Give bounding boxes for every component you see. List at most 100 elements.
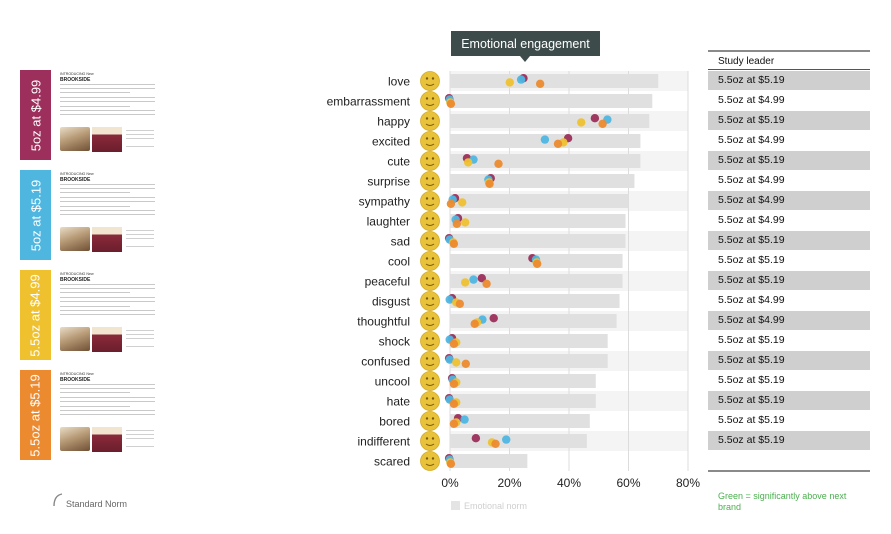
card-text-line bbox=[60, 401, 155, 402]
emoji-eye-icon bbox=[431, 117, 435, 120]
emoji-mouth-icon bbox=[425, 83, 435, 86]
data-point bbox=[446, 199, 456, 208]
category-label: disgust bbox=[372, 295, 411, 309]
emoji-eye-icon bbox=[431, 317, 435, 320]
emoji-eye-icon bbox=[425, 437, 429, 440]
product-package bbox=[92, 427, 122, 452]
card-text-line bbox=[60, 114, 155, 115]
study-leader-header: Study leader bbox=[718, 56, 775, 67]
card-text-line bbox=[60, 306, 130, 307]
card-intro: INTRODUCING New bbox=[60, 272, 94, 276]
data-point bbox=[516, 75, 526, 84]
card-side-line bbox=[126, 330, 154, 331]
card-text-line bbox=[60, 301, 155, 302]
study-leader-row: 5.5oz at $5.19 bbox=[708, 391, 870, 410]
emoji-face-icon bbox=[420, 191, 440, 211]
emoji-face-icon bbox=[420, 271, 440, 291]
study-leader-row: 5.5oz at $4.99 bbox=[718, 294, 785, 306]
concept-card: INTRODUCING New BROOKSIDE bbox=[58, 270, 170, 360]
category-label: bored bbox=[379, 415, 410, 429]
emoji-eye-icon bbox=[425, 177, 429, 180]
emoji-eye-icon bbox=[431, 457, 435, 460]
study-leader-header-rule bbox=[708, 69, 870, 70]
variant-4: 5.5oz at $5.19 INTRODUCING New BROOKSIDE bbox=[20, 370, 170, 460]
emoji-mouth-icon bbox=[425, 383, 435, 386]
category-label: love bbox=[388, 75, 410, 89]
emotional-norm-legend: Emotional norm bbox=[451, 501, 527, 511]
category-label: scared bbox=[374, 455, 410, 469]
emoji-face-icon bbox=[420, 391, 440, 411]
emotional-norm-bar bbox=[450, 274, 623, 288]
study-leader-row: 5.5oz at $5.19 bbox=[708, 111, 870, 130]
study-leader-row: 5.5oz at $4.99 bbox=[718, 174, 785, 186]
concept-card: INTRODUCING New BROOKSIDE bbox=[58, 170, 170, 260]
card-intro: INTRODUCING New bbox=[60, 172, 94, 176]
card-side-line bbox=[126, 134, 154, 135]
emotional-norm-bar bbox=[450, 154, 641, 168]
emoji-eye-icon bbox=[425, 317, 429, 320]
card-side-line bbox=[126, 346, 154, 347]
emoji-eye-icon bbox=[425, 197, 429, 200]
emoji-face-icon bbox=[420, 331, 440, 351]
standard-norm-icon bbox=[53, 493, 63, 507]
card-text-line bbox=[60, 188, 155, 189]
product-photo bbox=[60, 127, 90, 151]
emoji-eye-icon bbox=[431, 417, 435, 420]
emoji-face-icon bbox=[420, 171, 440, 191]
study-leader-row: 5.5oz at $5.19 bbox=[718, 374, 785, 386]
emoji-face-icon bbox=[420, 231, 440, 251]
emoji-face-icon bbox=[420, 351, 440, 371]
card-side-line bbox=[126, 146, 154, 147]
emoji-face-icon bbox=[420, 311, 440, 331]
category-label: laughter bbox=[367, 215, 410, 229]
data-point bbox=[470, 319, 479, 328]
data-point bbox=[540, 135, 550, 144]
data-point bbox=[446, 459, 456, 468]
emoji-mouth-icon bbox=[425, 323, 435, 326]
category-label: hate bbox=[387, 395, 411, 409]
data-point bbox=[577, 118, 586, 127]
emotional-norm-bar bbox=[450, 194, 629, 208]
concept-card: INTRODUCING New BROOKSIDE bbox=[58, 70, 170, 160]
study-leader-row: 5.5oz at $4.99 bbox=[708, 311, 870, 330]
data-point bbox=[452, 219, 462, 228]
emotional-norm-bar bbox=[450, 214, 626, 228]
x-tick-label: 20% bbox=[497, 476, 521, 490]
emoji-eye-icon bbox=[431, 437, 435, 440]
emoji-eye-icon bbox=[431, 297, 435, 300]
emoji-eye-icon bbox=[431, 97, 435, 100]
card-text-line bbox=[60, 88, 155, 89]
study-leader-row: 5.5oz at $5.19 bbox=[718, 414, 785, 426]
category-label: cool bbox=[388, 255, 410, 269]
emotional-norm-swatch bbox=[451, 501, 460, 510]
study-leader-row: 5.5oz at $4.99 bbox=[718, 214, 785, 226]
emotional-norm-bar bbox=[450, 74, 659, 88]
data-point bbox=[449, 339, 459, 348]
emoji-mouth-icon bbox=[425, 283, 435, 286]
product-package bbox=[92, 127, 122, 152]
study-leader-row: 5.5oz at $5.19 bbox=[708, 71, 870, 90]
card-text-line bbox=[60, 392, 130, 393]
emoji-face-icon bbox=[420, 131, 440, 151]
category-label: sympathy bbox=[359, 195, 410, 209]
data-point bbox=[445, 355, 454, 364]
card-brand: BROOKSIDE bbox=[60, 277, 91, 283]
emoji-eye-icon bbox=[425, 457, 429, 460]
card-side-line bbox=[126, 138, 154, 139]
category-label: peaceful bbox=[365, 275, 410, 289]
card-brand: BROOKSIDE bbox=[60, 377, 91, 383]
data-point bbox=[471, 434, 481, 443]
card-side-line bbox=[126, 246, 154, 247]
emoji-mouth-icon bbox=[425, 123, 435, 126]
variant-tab: 5oz at $4.99 bbox=[20, 70, 51, 160]
data-point bbox=[455, 299, 465, 308]
x-tick-label: 60% bbox=[616, 476, 640, 490]
emoji-eye-icon bbox=[425, 377, 429, 380]
emoji-eye-icon bbox=[431, 77, 435, 80]
emoji-mouth-icon bbox=[425, 423, 435, 426]
data-point bbox=[491, 439, 500, 448]
emoji-eye-icon bbox=[431, 397, 435, 400]
card-intro: INTRODUCING New bbox=[60, 372, 94, 376]
emoji-face-icon bbox=[420, 451, 440, 471]
